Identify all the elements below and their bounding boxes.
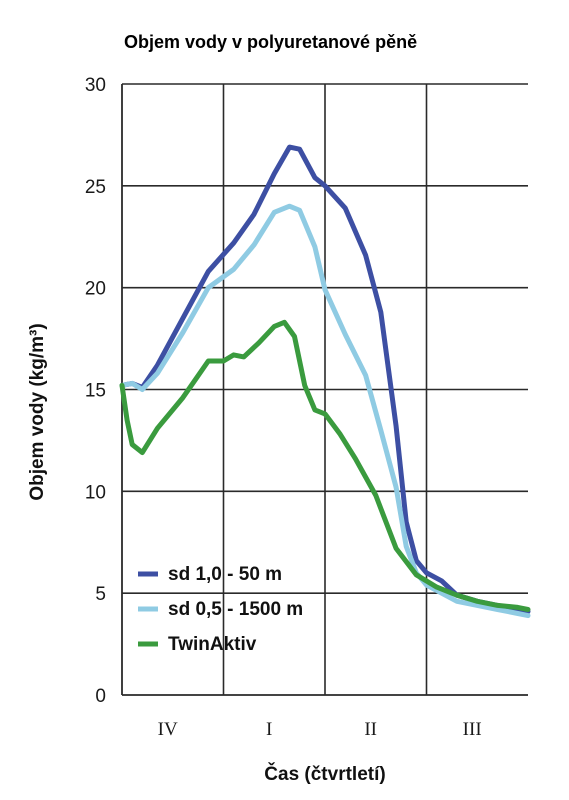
x-category-label: II	[364, 719, 377, 740]
legend-label: TwinAktiv	[168, 634, 257, 655]
y-axis-label: Objem vody (kg/m³)	[27, 323, 48, 500]
y-tick-label: 25	[85, 177, 106, 198]
x-axis-label: Čas (čtvrtletí)	[264, 763, 385, 785]
chart-title: Objem vody v polyuretanové pěně	[124, 32, 417, 52]
y-tick-label: 0	[95, 686, 106, 707]
x-category-label: III	[463, 719, 482, 740]
x-category-label: IV	[158, 719, 178, 740]
series-line-1	[119, 203, 531, 619]
y-tick-label: 15	[85, 381, 106, 402]
y-tick-label: 30	[85, 75, 106, 96]
x-category-labels: IV I II III	[158, 719, 482, 740]
x-category-label: I	[266, 719, 272, 740]
series-lines	[119, 144, 531, 619]
y-tick-labels: 0 5 10 15 20 25 30	[85, 75, 106, 707]
legend: sd 1,0 - 50 m sd 0,5 - 1500 m TwinAktiv	[138, 564, 303, 655]
y-tick-label: 20	[85, 279, 106, 300]
y-tick-label: 5	[95, 584, 106, 605]
legend-label: sd 0,5 - 1500 m	[168, 599, 303, 620]
series-line-2	[119, 319, 531, 612]
legend-label: sd 1,0 - 50 m	[168, 564, 282, 585]
y-tick-label: 10	[85, 482, 106, 503]
